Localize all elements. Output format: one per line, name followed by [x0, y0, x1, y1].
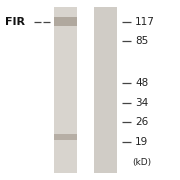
- Text: 34: 34: [135, 98, 148, 108]
- Text: 117: 117: [135, 17, 155, 27]
- Text: (kD): (kD): [132, 158, 151, 166]
- Text: 19: 19: [135, 137, 148, 147]
- Text: FIR: FIR: [5, 17, 25, 27]
- Text: 26: 26: [135, 117, 148, 127]
- Bar: [54, 134, 77, 140]
- Bar: [54, 17, 77, 26]
- Bar: [94, 7, 117, 173]
- Bar: [54, 7, 77, 173]
- Text: 48: 48: [135, 78, 148, 88]
- Text: 85: 85: [135, 36, 148, 46]
